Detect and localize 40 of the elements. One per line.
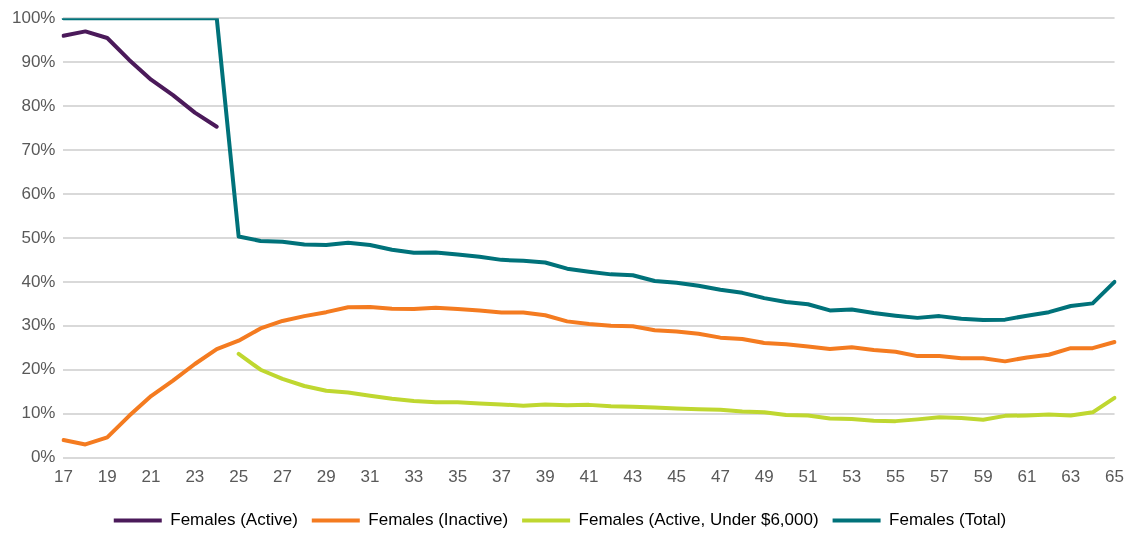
x-tick-label: 63 [1061,467,1081,487]
x-tick-label: 39 [535,467,555,487]
x-tick-label: 25 [229,467,249,487]
x-tick-label: 59 [973,467,993,487]
x-tick-label: 31 [360,467,380,487]
legend-label: Females (Total) [889,510,1007,530]
y-tick-label: 30% [21,315,56,335]
x-tick-label: 23 [185,467,205,487]
x-tick-label: 35 [448,467,468,487]
y-tick-label: 0% [30,447,56,467]
x-tick-label: 65 [1105,467,1125,487]
x-tick-label: 51 [798,467,818,487]
x-tick-label: 29 [316,467,336,487]
legend-label: Females (Active) [170,510,298,530]
y-tick-label: 70% [21,139,56,159]
x-tick-label: 37 [491,467,511,487]
x-tick-label: 61 [1017,467,1037,487]
y-tick-label: 50% [21,227,56,247]
x-tick-label: 49 [754,467,774,487]
x-tick-label: 19 [97,467,117,487]
y-tick-label: 90% [21,51,56,71]
x-tick-label: 21 [141,467,161,487]
x-tick-label: 33 [404,467,424,487]
x-tick-label: 27 [272,467,292,487]
legend-label: Females (Inactive) [368,510,509,530]
y-tick-label: 60% [21,183,56,203]
x-tick-label: 17 [54,467,73,487]
x-tick-label: 43 [623,467,643,487]
y-tick-label: 20% [21,359,56,379]
y-tick-label: 100% [12,7,56,27]
x-tick-label: 55 [886,467,906,487]
y-tick-label: 40% [21,271,56,291]
x-tick-label: 41 [579,467,599,487]
x-tick-label: 45 [667,467,687,487]
y-tick-label: 80% [21,95,56,115]
x-tick-label: 47 [710,467,730,487]
x-tick-label: 53 [842,467,862,487]
y-tick-label: 10% [21,403,56,423]
x-tick-label: 57 [929,467,949,487]
legend-label: Females (Active, Under $6,000) [578,510,819,530]
